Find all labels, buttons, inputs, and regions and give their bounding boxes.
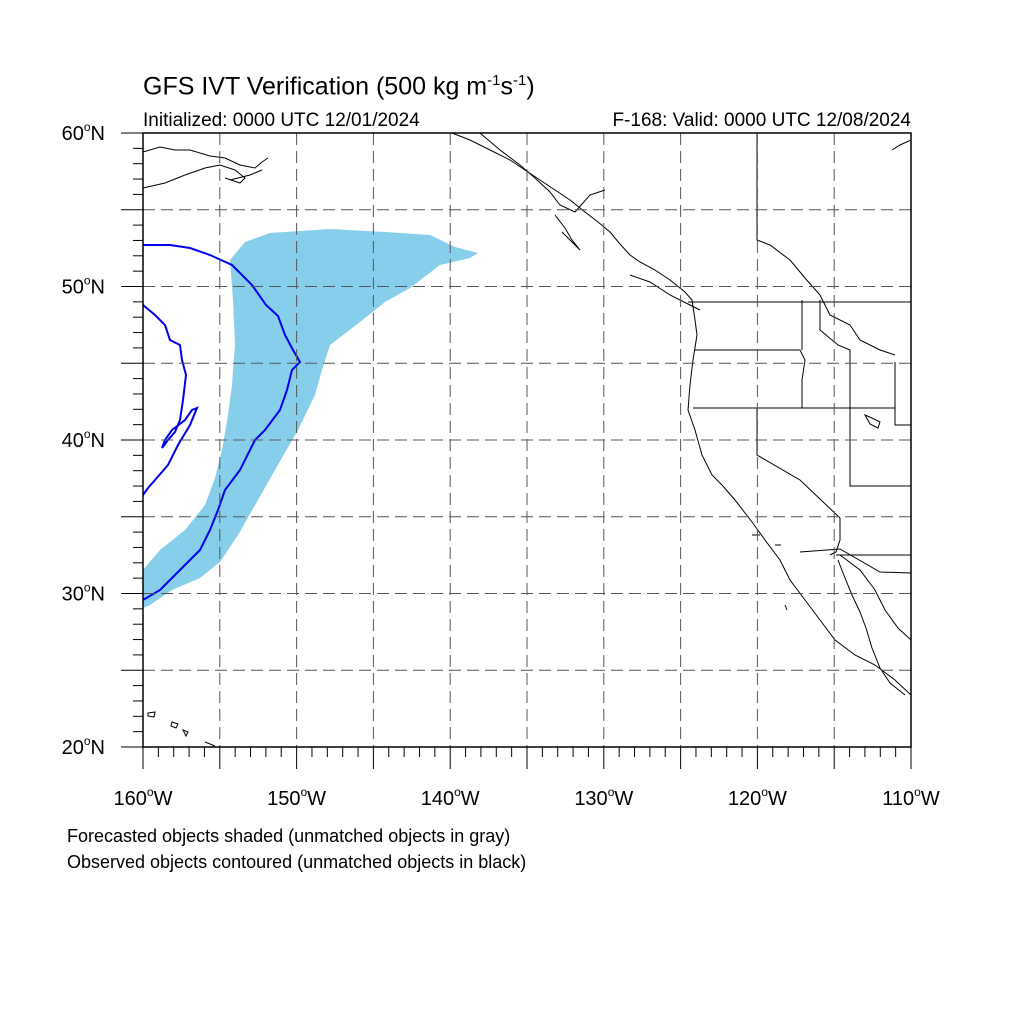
lat-label: 50oN bbox=[62, 274, 105, 299]
observed-note: Observed objects contoured (unmatched ob… bbox=[67, 852, 527, 872]
degree-mark: o bbox=[147, 785, 154, 799]
lon-suffix: W bbox=[307, 788, 326, 810]
lon-suffix: W bbox=[461, 788, 480, 810]
degree-mark: o bbox=[84, 120, 91, 134]
observed-contour-west bbox=[143, 304, 199, 496]
lat-label: 20oN bbox=[62, 734, 105, 759]
degree-mark: o bbox=[761, 785, 768, 799]
lat-label: 30oN bbox=[62, 581, 105, 606]
lon-label: 120oW bbox=[728, 785, 787, 810]
lon-label: 140oW bbox=[421, 785, 480, 810]
degree-mark: o bbox=[914, 785, 921, 799]
lon-label: 160oW bbox=[114, 785, 173, 810]
lat-suffix: N bbox=[91, 584, 105, 606]
lat-label: 40oN bbox=[62, 427, 105, 452]
chart-title: GFS IVT Verification (500 kg m-1s-1) bbox=[143, 72, 535, 101]
initialized-label: Initialized: 0000 UTC 12/01/2024 bbox=[143, 110, 420, 131]
lat-suffix: N bbox=[91, 430, 105, 452]
degree-mark: o bbox=[84, 734, 91, 748]
lon-label: 130oW bbox=[574, 785, 633, 810]
valid-time-label: F-168: Valid: 0000 UTC 12/08/2024 bbox=[612, 110, 911, 131]
lon-suffix: W bbox=[768, 788, 787, 810]
forecast-note: Forecasted objects shaded (unmatched obj… bbox=[67, 826, 511, 846]
lon-suffix: W bbox=[921, 788, 940, 810]
latitude-labels: 60oN 50oN 40oN 30oN 20oN bbox=[62, 120, 105, 759]
lon-label: 150oW bbox=[267, 785, 326, 810]
degree-mark: o bbox=[84, 581, 91, 595]
longitude-labels: 160oW 150oW 140oW 130oW 120oW 110oW bbox=[114, 785, 940, 810]
lon-suffix: W bbox=[614, 788, 633, 810]
degree-mark: o bbox=[84, 274, 91, 288]
lat-label: 60oN bbox=[62, 120, 105, 145]
degree-mark: o bbox=[84, 427, 91, 441]
lon-suffix: W bbox=[154, 788, 173, 810]
lat-suffix: N bbox=[91, 737, 105, 759]
lat-lon-grid bbox=[143, 133, 911, 747]
degree-mark: o bbox=[300, 785, 307, 799]
degree-mark: o bbox=[454, 785, 461, 799]
lat-suffix: N bbox=[91, 123, 105, 145]
axis-ticks bbox=[121, 132, 912, 769]
observed-contour-main bbox=[143, 244, 302, 601]
degree-mark: o bbox=[608, 785, 615, 799]
lon-label: 110oW bbox=[882, 785, 940, 810]
lat-suffix: N bbox=[91, 277, 105, 299]
forecast-ivt-object bbox=[143, 229, 478, 608]
